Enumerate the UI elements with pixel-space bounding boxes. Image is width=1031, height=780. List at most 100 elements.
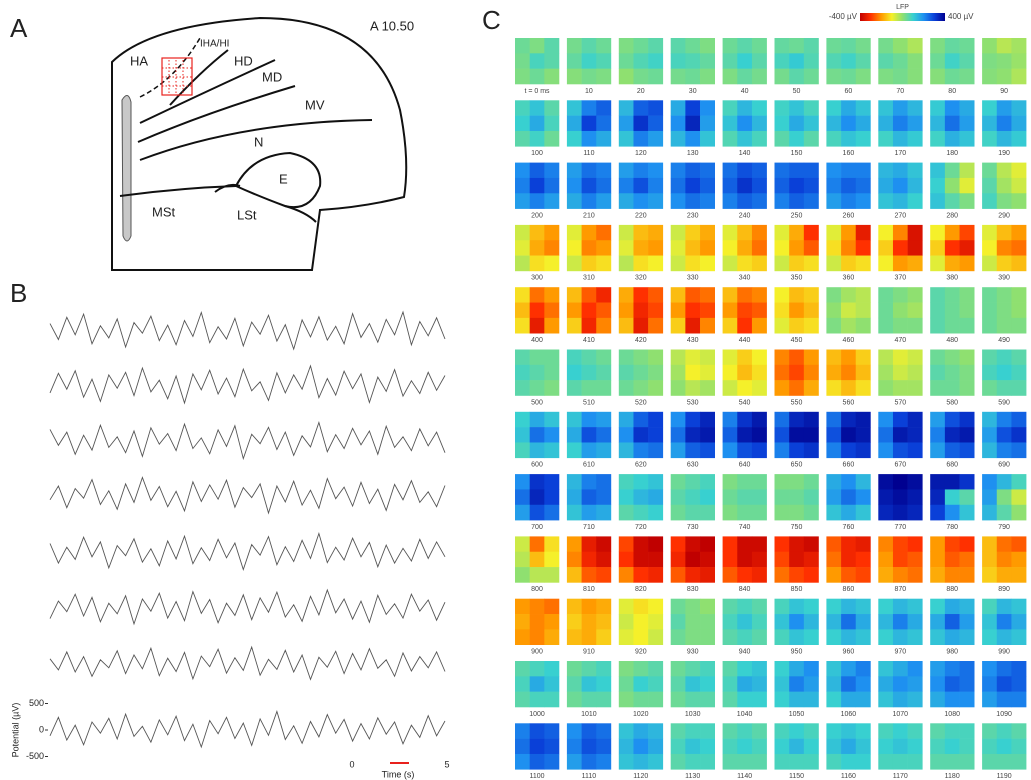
heatmap-cell — [596, 100, 612, 116]
heatmap-cell — [633, 287, 649, 303]
heatmap-cell — [751, 302, 767, 319]
heatmap-cell — [515, 551, 530, 568]
time-label: 200 — [531, 212, 543, 219]
time-label: 1140 — [737, 773, 752, 780]
heatmap-cell — [944, 287, 960, 303]
heatmap-cell — [648, 504, 664, 521]
heatmap-cell — [944, 162, 960, 179]
heatmap-cell — [1011, 349, 1027, 366]
heatmap-cell — [907, 115, 923, 132]
heatmap-cell — [737, 255, 753, 272]
heatmap-cell — [618, 349, 634, 366]
heatmap-cell — [1011, 489, 1027, 506]
heatmap-cell — [566, 614, 582, 630]
heatmap-cell — [618, 614, 634, 630]
heatmap-cell — [826, 567, 842, 583]
heatmap-cell — [596, 411, 612, 428]
heatmap-cell — [789, 489, 805, 506]
heatmap-cell — [544, 115, 560, 132]
time-label: 1010 — [581, 711, 597, 718]
heatmap-cell — [751, 177, 767, 194]
heatmap-cell — [774, 661, 790, 677]
heatmap-cell — [618, 442, 634, 459]
colorbar-tick-label: 400 µV — [948, 12, 974, 21]
heatmap-cell — [529, 614, 545, 630]
heatmap-cell — [751, 567, 767, 583]
heatmap-cell — [930, 411, 946, 428]
heatmap-cell — [581, 53, 597, 69]
heatmap-cell — [959, 162, 975, 179]
heatmap-cell — [722, 240, 738, 256]
heatmap-cell — [670, 442, 686, 459]
heatmap-cell — [670, 130, 686, 147]
time-label: 240 — [739, 212, 751, 219]
heatmap-cell — [878, 130, 894, 147]
heatmap-cell — [803, 100, 819, 116]
heatmap-cell — [841, 68, 857, 85]
heatmap-cell — [544, 68, 560, 85]
heatmap-cell — [789, 224, 805, 241]
heatmap-cell — [618, 629, 634, 645]
heatmap-cell — [648, 162, 664, 179]
heatmap-cell — [826, 364, 842, 381]
heatmap-cell — [959, 100, 975, 116]
heatmap-cell — [826, 504, 842, 521]
heatmap-cell — [826, 53, 842, 69]
time-label: 790 — [998, 524, 1010, 531]
heatmap-cell — [907, 753, 923, 770]
heatmap-cell — [944, 100, 960, 116]
heatmap-cell — [670, 753, 686, 770]
heatmap-cell — [959, 193, 975, 209]
heatmap-cell — [529, 442, 545, 459]
heatmap-cell — [737, 115, 753, 132]
heatmap-cell — [930, 224, 946, 241]
heatmap-cell — [826, 349, 842, 366]
heatmap-cell — [996, 753, 1012, 770]
heatmap-cell — [648, 193, 664, 209]
heatmap-cell — [892, 177, 908, 194]
heatmap-cell — [826, 536, 842, 553]
heatmap-cell — [1011, 723, 1027, 739]
heatmap-cell — [878, 551, 894, 568]
heatmap-cell — [618, 723, 634, 739]
heatmap-cell — [515, 130, 530, 147]
heatmap-cell — [700, 130, 715, 147]
y-tick-label: 500 — [29, 698, 44, 708]
heatmap-cell — [722, 536, 738, 553]
heatmap-cell — [855, 474, 871, 490]
heatmap-cell — [982, 551, 998, 568]
time-label: 980 — [946, 649, 958, 656]
time-label: 740 — [739, 524, 751, 531]
heatmap-cell — [855, 598, 871, 615]
heatmap-cell — [878, 676, 894, 692]
heatmap-cell — [670, 598, 686, 615]
heatmap-cell — [892, 53, 908, 69]
heatmap-cell — [878, 738, 894, 755]
heatmap-cell — [878, 536, 894, 553]
heatmap-cell — [803, 489, 819, 506]
heatmap-cell — [566, 661, 582, 677]
heatmap-cell — [596, 536, 612, 553]
heatmap-cell — [751, 53, 767, 69]
time-label: 300 — [531, 275, 543, 282]
time-label: 170 — [894, 150, 906, 157]
time-label: 20 — [637, 88, 645, 95]
heatmap-cell — [826, 442, 842, 459]
heatmap-cell — [855, 130, 871, 147]
time-label: 360 — [843, 275, 855, 282]
heatmap-cell — [959, 551, 975, 568]
heatmap-cell — [648, 224, 664, 241]
heatmap-cell — [892, 302, 908, 319]
heatmap-cell — [789, 691, 805, 708]
heatmap-cell — [751, 536, 767, 553]
region-label: MV — [305, 97, 325, 112]
heatmap-cell — [789, 68, 805, 85]
heatmap-cell — [581, 349, 597, 366]
time-label: 130 — [687, 150, 699, 157]
heatmap-cell — [700, 567, 715, 583]
heatmap-cell — [982, 177, 998, 194]
heatmap-cell — [826, 255, 842, 272]
heatmap-cell — [892, 193, 908, 209]
heatmap-cell — [907, 614, 923, 630]
heatmap-cell — [529, 723, 545, 739]
